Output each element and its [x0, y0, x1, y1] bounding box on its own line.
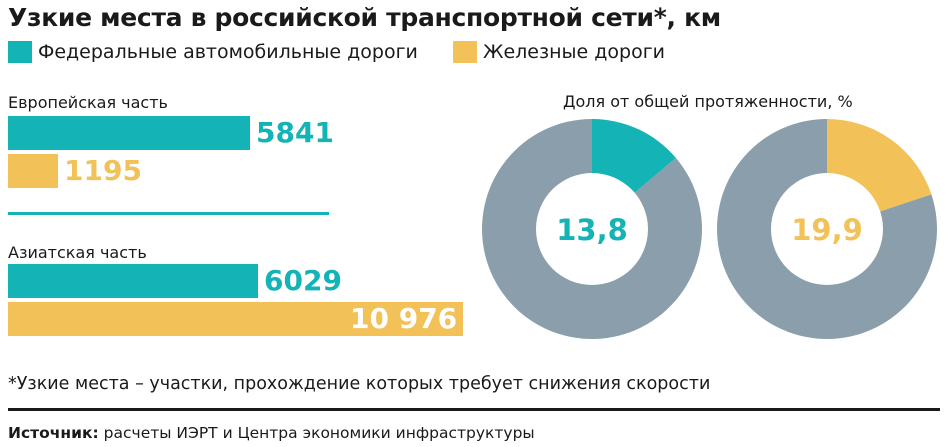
legend-label-road: Федеральные автомобильные дороги — [38, 41, 418, 63]
donut-road: 13,8 — [482, 119, 702, 339]
bar-value-rail-europe: 1195 — [64, 154, 142, 187]
legend-swatch-rail — [453, 41, 477, 63]
bar-rail-europe — [8, 154, 58, 188]
bar-value-road-europe: 5841 — [256, 116, 334, 149]
legend-swatch-road — [8, 41, 32, 63]
donut-value-road: 13,8 — [556, 213, 628, 247]
donut-hole-rail — [771, 173, 883, 285]
source-label: Источник: — [8, 424, 99, 442]
legend-label-rail: Железные дороги — [483, 41, 666, 63]
chart-title: Узкие места в российской транспортной се… — [8, 3, 721, 32]
source-note: Источник: расчеты ИЭРТ и Центра экономик… — [8, 424, 535, 442]
bar-value-road-asia: 6029 — [264, 264, 342, 297]
donut-rail: 19,9 — [717, 119, 937, 339]
category-label-europe: Европейская часть — [8, 93, 168, 112]
footer-rule — [8, 408, 940, 411]
section-divider — [8, 212, 329, 215]
bar-road-asia — [8, 264, 258, 298]
bar-road-europe — [8, 116, 250, 150]
source-text: расчеты ИЭРТ и Центра экономики инфрастр… — [103, 424, 535, 442]
donut-value-rail: 19,9 — [791, 213, 863, 247]
donut-hole-road — [536, 173, 648, 285]
bar-rail-asia — [8, 302, 463, 336]
donut-title: Доля от общей протяженности, % — [563, 92, 853, 111]
legend-item-road: Федеральные автомобильные дороги — [8, 41, 418, 63]
bar-value-rail-asia: 10 976 — [350, 302, 458, 335]
footnote: *Узкие места – участки, прохождение кото… — [8, 374, 711, 394]
category-label-asia: Азиатская часть — [8, 243, 147, 262]
legend-item-rail: Железные дороги — [453, 41, 665, 63]
